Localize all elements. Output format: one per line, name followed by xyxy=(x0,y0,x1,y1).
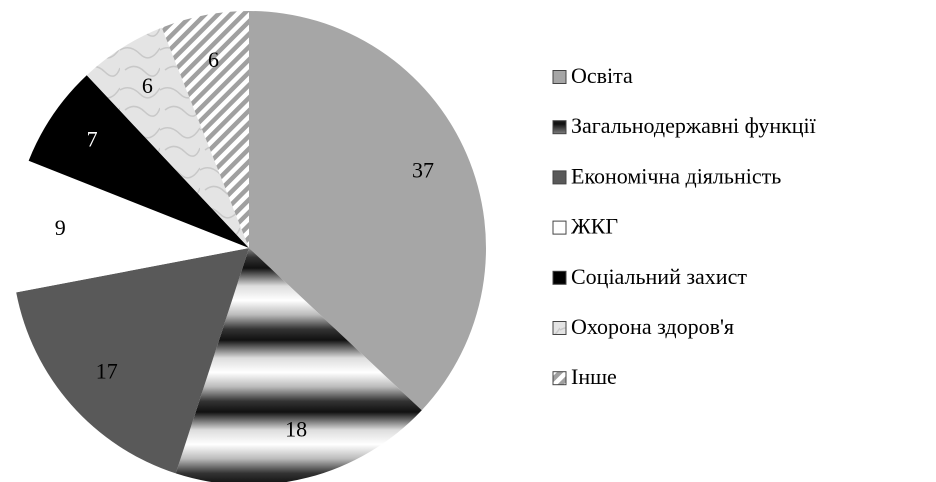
pie-slice xyxy=(16,248,249,474)
pie: 37 18 17 9 7 6 6 xyxy=(12,11,486,482)
pie-slice xyxy=(249,11,486,411)
data-label: 7 xyxy=(87,126,98,151)
legend-label: Інше xyxy=(571,364,617,389)
legend-label: Соціальний захист xyxy=(571,264,747,289)
data-label: 37 xyxy=(412,158,434,183)
legend-swatch xyxy=(552,220,567,235)
data-label: 6 xyxy=(142,73,153,98)
legend-label: ЖКГ xyxy=(571,214,618,239)
legend: Освіта Загальнодержавні функції Економічна… xyxy=(552,63,817,389)
pie-slice xyxy=(175,248,422,482)
data-label: 9 xyxy=(55,215,66,240)
data-label: 17 xyxy=(96,358,118,383)
legend-swatch xyxy=(552,270,567,285)
legend-label: Загальнодержавні функції xyxy=(571,113,817,138)
legend-label: Охорона здоров'я xyxy=(571,314,734,339)
legend-swatch xyxy=(552,321,567,335)
legend-swatch xyxy=(552,170,567,185)
legend-swatch xyxy=(552,371,567,386)
legend-label: Економічна діяльність xyxy=(571,163,781,188)
data-label: 6 xyxy=(208,47,219,72)
pie-slice xyxy=(161,11,249,248)
pie-slice xyxy=(12,160,249,293)
pie-slice xyxy=(28,75,249,248)
legend-swatch xyxy=(552,120,567,135)
data-label: 18 xyxy=(285,417,307,442)
pie-slice xyxy=(86,27,250,248)
legend-swatch xyxy=(552,70,567,84)
legend-label: Освіта xyxy=(571,63,633,88)
